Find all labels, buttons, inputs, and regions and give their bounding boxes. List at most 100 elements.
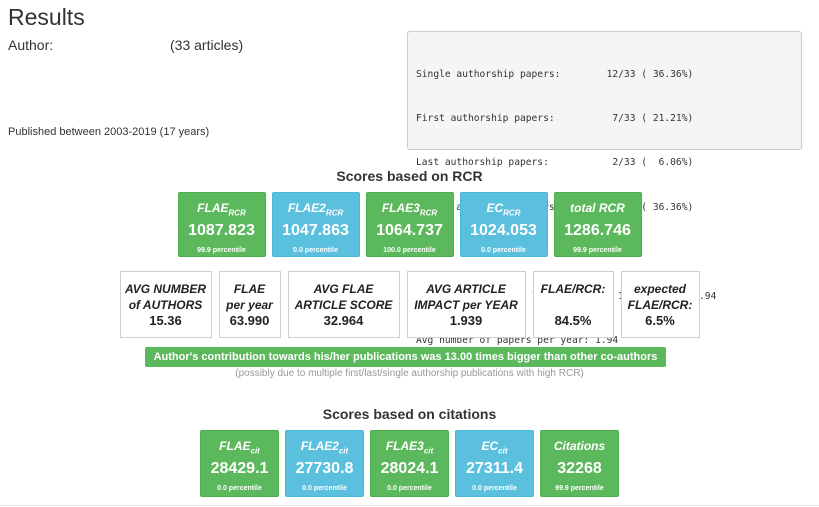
score-name: FLAE2cit	[301, 439, 348, 455]
score-value: 1087.823	[188, 222, 255, 240]
score-name-subscript: cit	[498, 446, 508, 456]
metric-label: AVG ARTICLE IMPACT per YEAR	[414, 281, 518, 313]
score-percentile: 99.9 percentile	[197, 247, 246, 255]
rcr-score-tiles: FLAERCR 1087.823 99.9 percentile FLAE2RCR 10…	[0, 192, 819, 257]
score-tile-ec-rcr: ECRCR 1024.053 0.0 percentile	[459, 192, 548, 257]
article-count: (33 articles)	[170, 37, 244, 53]
score-name: FLAE2RCR	[288, 201, 343, 217]
score-tile-citations: Citations 32268 99.9 percentile	[540, 430, 619, 497]
metric-label: FLAE per year	[226, 281, 273, 313]
score-tile-flae2-rcr: FLAE2RCR 1047.863 0.0 percentile	[271, 192, 360, 257]
page-title: Results	[8, 4, 85, 30]
score-name: FLAE3cit	[386, 439, 433, 455]
score-value: 28429.1	[210, 460, 269, 478]
score-name-subscript: cit	[250, 446, 260, 456]
authorship-stats-panel: Single authorship papers: 12/33 ( 36.36%…	[407, 31, 802, 346]
score-percentile: 99.9 percentile	[573, 247, 622, 255]
metric-label-line2: FLAE/RCR:	[627, 298, 693, 312]
score-name-subscript: RCR	[228, 208, 246, 218]
score-percentile: 0.0 percentile	[481, 247, 526, 255]
stats-line-avg-papers: Avg number of papers per year: 1.94	[416, 334, 619, 346]
score-name: FLAERCR	[197, 201, 246, 217]
metric-label-line2: ARTICLE SCORE	[294, 298, 393, 312]
score-percentile: 0.0 percentile	[293, 247, 338, 255]
metric-box-2: AVG FLAE ARTICLE SCORE 32.964	[287, 271, 400, 338]
metric-label-line1: expected	[633, 282, 686, 296]
score-name: ECcit	[481, 439, 507, 455]
score-value: 1286.746	[564, 222, 631, 240]
metric-label-line2: per year	[226, 298, 273, 312]
score-value: 27311.4	[466, 460, 523, 478]
metric-label: expected FLAE/RCR:	[628, 281, 693, 313]
score-tile-flae3-rcr: FLAE3RCR 1064.737 100.0 percentile	[365, 192, 454, 257]
score-percentile: 99.9 percentile	[555, 485, 604, 493]
score-tile-flae-rcr: FLAERCR 1087.823 99.9 percentile	[177, 192, 266, 257]
score-name-text: FLAE	[219, 439, 251, 453]
score-value: 1064.737	[376, 222, 443, 240]
score-percentile: 0.0 percentile	[387, 485, 432, 493]
score-name-text: FLAE3	[385, 439, 424, 453]
score-name: FLAEcit	[219, 439, 260, 455]
metric-label: FLAE/RCR:	[541, 281, 606, 297]
metric-box-5: expected FLAE/RCR: 6.5%	[620, 271, 700, 338]
metric-value: 63.990	[229, 313, 270, 328]
score-name-subscript: RCR	[419, 208, 438, 218]
score-name-subscript: RCR	[503, 208, 521, 218]
citations-heading: Scores based on citations	[322, 406, 497, 422]
score-name-text: EC	[481, 439, 499, 453]
score-percentile: 0.0 percentile	[302, 485, 347, 493]
metric-label-line1: FLAE/RCR:	[540, 282, 606, 296]
score-tile-flae3-cit: FLAE3cit 28024.1 0.0 percentile	[370, 430, 449, 497]
score-name-subscript: cit	[338, 446, 349, 456]
metric-label-line1: AVG NUMBER	[124, 282, 207, 296]
publication-range: Published between 2003-2019 (17 years)	[8, 126, 210, 138]
divider	[0, 505, 819, 506]
score-name-text: FLAE2	[300, 439, 339, 453]
score-name-subscript: RCR	[325, 208, 344, 218]
score-value: 1024.053	[470, 222, 537, 240]
score-tile-ec-cit: ECcit 27311.4 0.0 percentile	[455, 430, 534, 497]
score-tile-total-rcr: total RCR 1286.746 99.9 percentile	[553, 192, 642, 257]
contribution-note: (possibly due to multiple first/last/sin…	[235, 368, 584, 379]
citation-score-tiles: FLAEcit 28429.1 0.0 percentile FLAE2cit 2773…	[0, 430, 819, 497]
score-tile-flae-cit: FLAEcit 28429.1 0.0 percentile	[200, 430, 279, 497]
score-name-text: FLAE2	[287, 201, 326, 215]
contribution-banner: Author's contribution towards his/her pu…	[145, 347, 666, 367]
score-name: Citations	[554, 439, 605, 455]
score-name: FLAE3RCR	[382, 201, 437, 217]
metric-value: 32.964	[323, 313, 364, 328]
score-name-text: total RCR	[570, 201, 625, 215]
metric-label-line2: IMPACT per YEAR	[414, 298, 518, 312]
metric-value: 1.939	[449, 313, 483, 328]
metric-value: 84.5%	[554, 313, 592, 328]
metric-label-line2: of AUTHORS	[128, 298, 203, 312]
score-value: 32268	[557, 460, 602, 478]
stats-line-last: Last authorship papers: 2/33 ( 6.06%)	[416, 157, 694, 169]
metric-label-line1: AVG FLAE	[313, 282, 374, 296]
score-name-text: Citations	[553, 439, 606, 453]
stats-line-single: Single authorship papers: 12/33 ( 36.36%…	[416, 68, 694, 80]
metric-box-4: FLAE/RCR: 84.5%	[532, 271, 614, 338]
metric-box-3: AVG ARTICLE IMPACT per YEAR 1.939	[406, 271, 526, 338]
score-name-text: FLAE	[197, 201, 229, 215]
author-label: Author:	[8, 37, 54, 53]
metric-value: 6.5%	[645, 313, 675, 328]
score-name: ECRCR	[486, 201, 520, 217]
score-value: 28024.1	[380, 460, 439, 478]
rcr-metric-boxes: AVG NUMBER of AUTHORS 15.36 FLAE per year 63.…	[0, 271, 819, 338]
metric-box-0: AVG NUMBER of AUTHORS 15.36	[119, 271, 212, 338]
rcr-heading: Scores based on RCR	[336, 168, 483, 184]
stats-line-first: First authorship papers: 7/33 ( 21.21%)	[416, 112, 694, 124]
score-name-text: FLAE3	[381, 201, 420, 215]
score-tile-flae2-cit: FLAE2cit 27730.8 0.0 percentile	[285, 430, 364, 497]
metric-label-line1: AVG ARTICLE	[426, 282, 506, 296]
metric-value: 15.36	[149, 313, 182, 328]
score-name-text: EC	[486, 201, 504, 215]
score-percentile: 0.0 percentile	[472, 485, 517, 493]
score-value: 27730.8	[295, 460, 354, 478]
score-value: 1047.863	[282, 222, 349, 240]
score-percentile: 100.0 percentile	[383, 247, 436, 255]
metric-box-1: FLAE per year 63.990	[218, 271, 281, 338]
score-name-subscript: cit	[423, 446, 434, 456]
metric-label: AVG NUMBER of AUTHORS	[125, 281, 206, 313]
